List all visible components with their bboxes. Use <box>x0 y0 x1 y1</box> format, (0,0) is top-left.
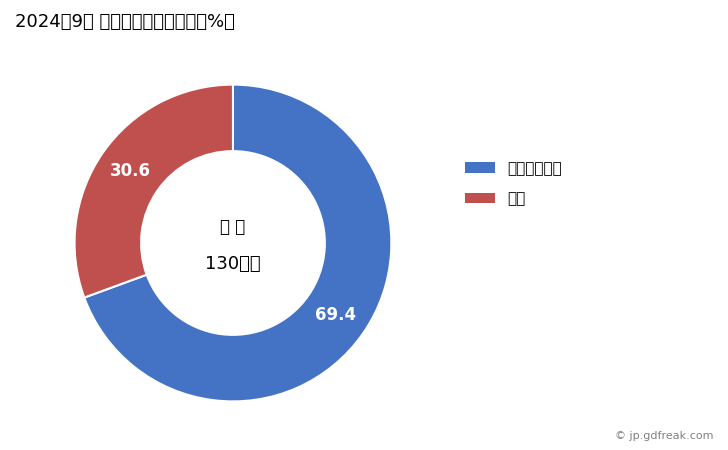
Wedge shape <box>84 85 392 401</box>
Text: 30.6: 30.6 <box>110 162 151 180</box>
Text: 69.4: 69.4 <box>315 306 356 324</box>
Text: 130万円: 130万円 <box>205 255 261 273</box>
Text: © jp.gdfreak.com: © jp.gdfreak.com <box>615 431 713 441</box>
Wedge shape <box>74 85 233 297</box>
Text: 総 額: 総 額 <box>221 218 245 236</box>
Text: 2024年9月 輸出相手国のシェア（%）: 2024年9月 輸出相手国のシェア（%） <box>15 14 234 32</box>
Legend: インドネシア, 中国: インドネシア, 中国 <box>459 155 568 212</box>
